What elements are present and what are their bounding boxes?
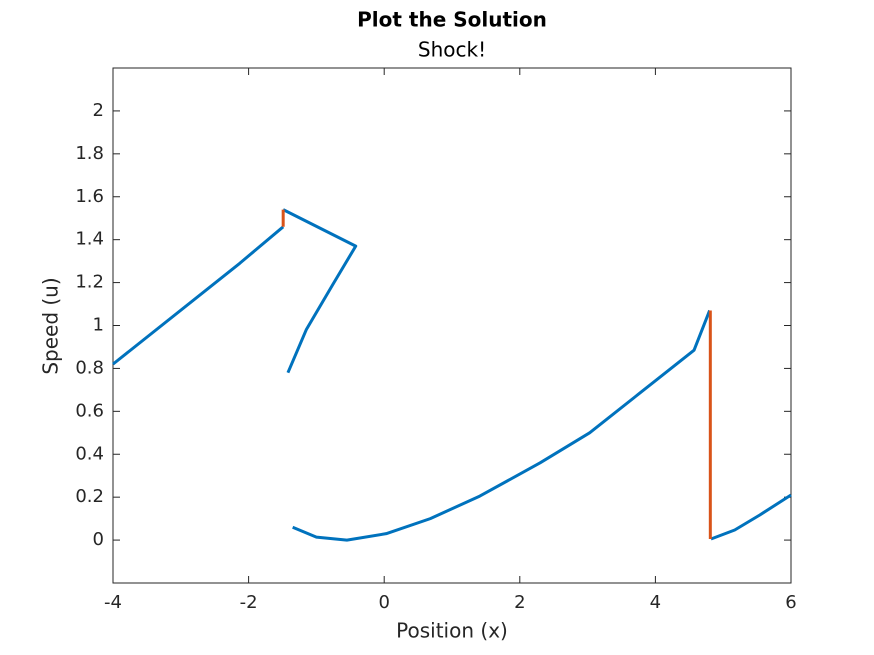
x-axis-label: Position (x)	[396, 619, 508, 643]
y-tick-label: 1	[93, 315, 104, 336]
y-tick-label: 0.4	[75, 443, 104, 464]
y-tick-label: 0.2	[75, 486, 104, 507]
x-tick-label: -4	[104, 592, 122, 613]
y-tick-label: 1.6	[75, 186, 104, 207]
y-tick-label: 0.6	[75, 400, 104, 421]
line-series	[281, 209, 712, 540]
y-tick-label: 1.4	[75, 229, 104, 250]
y-tick-label: 0	[93, 529, 104, 550]
x-tick-label: -2	[240, 592, 258, 613]
x-tick-label: 4	[650, 592, 661, 613]
y-tick-label: 1.8	[75, 143, 104, 164]
y-tick-label: 1.2	[75, 272, 104, 293]
y-tick-label: 0.8	[75, 357, 104, 378]
x-tick-label: 6	[785, 592, 796, 613]
line-series	[112, 208, 792, 542]
chart-title: Plot the Solution	[357, 8, 547, 32]
x-tick-label: 2	[514, 592, 525, 613]
y-axis-label: Speed (u)	[39, 277, 63, 374]
y-tick-label: 2	[93, 100, 104, 121]
chart-subtitle: Shock!	[418, 38, 486, 62]
plot-area	[112, 67, 792, 584]
x-tick-label: 0	[378, 592, 389, 613]
